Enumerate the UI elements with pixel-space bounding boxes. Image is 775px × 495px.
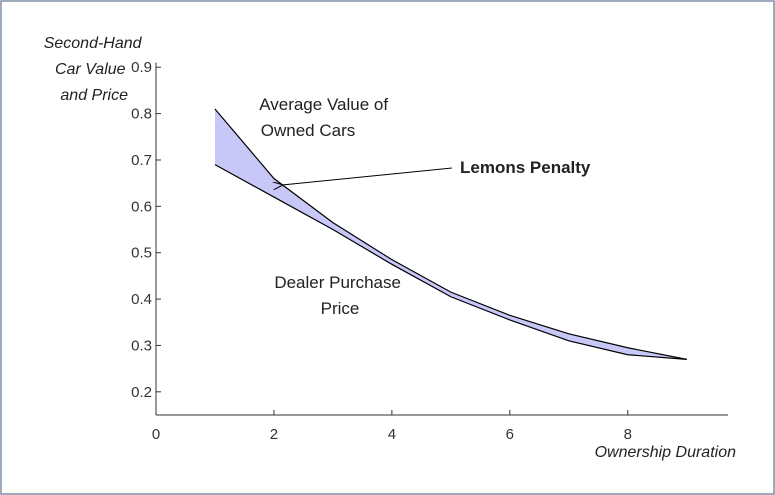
y-tick-label: 0.8 — [131, 106, 152, 123]
x-axis-label: Ownership Duration — [595, 444, 737, 461]
penalty-annotation: Lemons Penalty — [460, 158, 591, 177]
y-tick-label: 0.2 — [131, 384, 152, 401]
y-axis-label: Second-Hand Car Value and Price — [44, 35, 146, 104]
y-tick-label: 0.9 — [131, 59, 152, 76]
y-label-line: Second-Hand — [44, 35, 143, 52]
y-tick-label: 0.4 — [131, 291, 152, 308]
y-label-line: Car Value — [55, 61, 126, 78]
x-tick-label: 0 — [152, 426, 160, 443]
x-tick-label: 4 — [388, 426, 396, 443]
y-tick-label: 0.6 — [131, 198, 152, 215]
y-tick-label: 0.5 — [131, 245, 152, 262]
y-tick-label: 0.3 — [131, 337, 152, 354]
annotation-line: Dealer Purchase — [274, 273, 401, 292]
annotation-line: Owned Cars — [261, 121, 355, 140]
lower-annotation: Dealer Purchase Price — [274, 273, 405, 318]
annotation-line: Price — [321, 299, 360, 318]
x-tick-label: 8 — [624, 426, 632, 443]
x-tick-label: 2 — [270, 426, 278, 443]
series-line — [214, 108, 687, 360]
y-label-line: and Price — [60, 87, 128, 104]
y-tick-label: 0.7 — [131, 152, 152, 169]
upper-annotation: Average Value of Owned Cars — [259, 95, 393, 140]
plot: 0.2 0.3 0.4 0.5 0.6 0.7 0.8 0.9 0 2 4 6 8 — [131, 59, 728, 443]
series-line — [214, 164, 687, 360]
x-tick-label: 6 — [506, 426, 514, 443]
annotation-line: Average Value of — [259, 95, 388, 114]
annotation-arrow — [282, 167, 453, 185]
